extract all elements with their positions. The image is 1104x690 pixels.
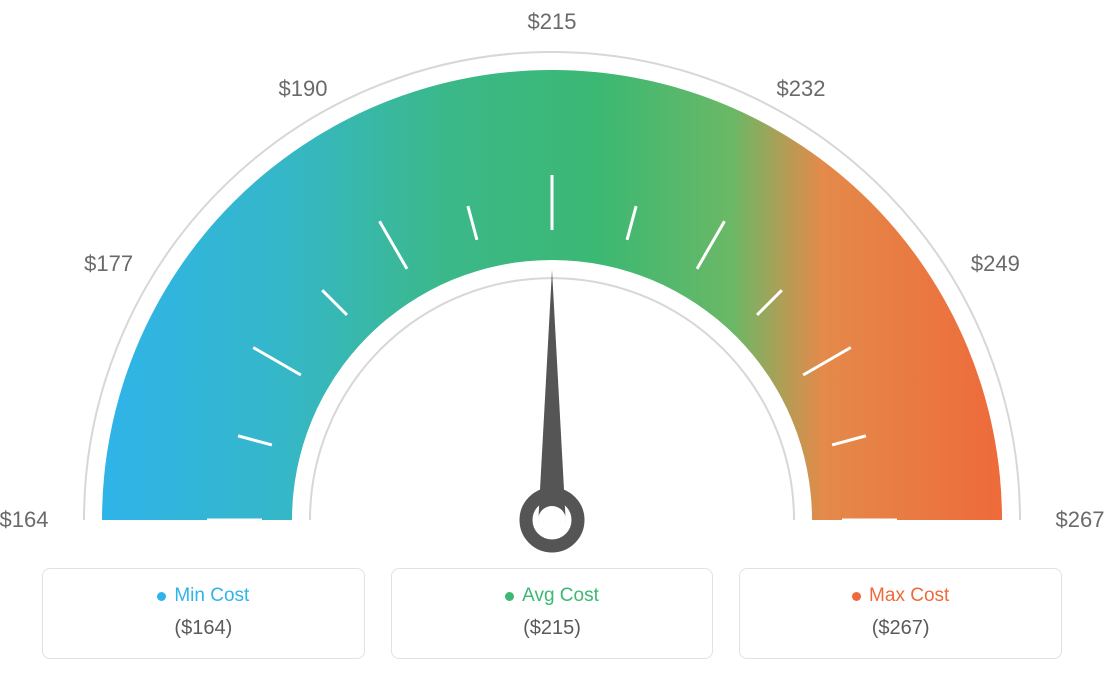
legend-value-min: ($164)	[55, 617, 352, 640]
gauge-tick-label: $164	[0, 507, 48, 533]
gauge-tick-label: $177	[84, 251, 133, 277]
legend-title-avg: Avg Cost	[505, 585, 599, 607]
legend-row: Min Cost ($164) Avg Cost ($215) Max Cost…	[0, 568, 1104, 659]
legend-card-max: Max Cost ($267)	[739, 568, 1062, 659]
gauge-tick-label: $249	[971, 251, 1020, 277]
legend-title-max: Max Cost	[852, 585, 949, 607]
legend-value-max: ($267)	[752, 617, 1049, 640]
gauge-tick-label: $190	[279, 76, 328, 102]
legend-card-min: Min Cost ($164)	[42, 568, 365, 659]
gauge-area: $164 $177 $190 $215 $232 $249 $267	[0, 0, 1104, 560]
legend-card-avg: Avg Cost ($215)	[391, 568, 714, 659]
cost-gauge-chart: $164 $177 $190 $215 $232 $249 $267 Min Cost ($…	[0, 0, 1104, 690]
dot-icon	[157, 592, 166, 601]
gauge-tick-label: $267	[1056, 507, 1104, 533]
legend-value-avg: ($215)	[404, 617, 701, 640]
legend-title-text: Avg Cost	[522, 585, 599, 607]
gauge-tick-label: $232	[777, 76, 826, 102]
gauge-svg	[0, 0, 1104, 560]
legend-title-text: Min Cost	[174, 585, 249, 607]
legend-title-min: Min Cost	[157, 585, 249, 607]
gauge-tick-label: $215	[528, 9, 577, 35]
dot-icon	[852, 592, 861, 601]
dot-icon	[505, 592, 514, 601]
legend-title-text: Max Cost	[869, 585, 949, 607]
